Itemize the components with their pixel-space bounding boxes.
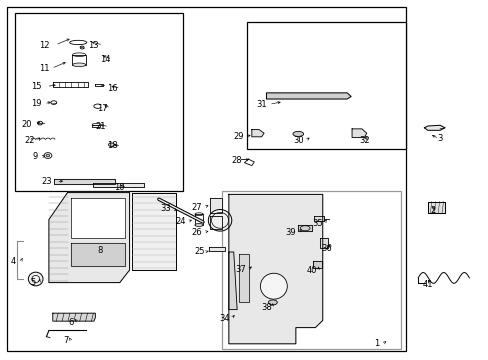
Text: 6: 6 [68, 318, 73, 327]
Text: 32: 32 [358, 136, 369, 145]
Text: 1: 1 [373, 339, 378, 348]
Polygon shape [209, 247, 224, 251]
Ellipse shape [268, 300, 277, 305]
Polygon shape [238, 254, 249, 302]
Text: 38: 38 [261, 303, 271, 312]
Text: 11: 11 [39, 64, 49, 73]
Text: 35: 35 [312, 219, 323, 228]
Text: 30: 30 [292, 136, 303, 145]
Text: 34: 34 [219, 314, 230, 323]
Text: 2: 2 [429, 206, 434, 215]
Polygon shape [210, 216, 222, 229]
Polygon shape [71, 198, 124, 238]
Text: 8: 8 [98, 246, 102, 255]
Text: 18: 18 [107, 141, 118, 150]
Polygon shape [49, 193, 129, 283]
Polygon shape [228, 194, 322, 344]
Text: 4: 4 [11, 256, 16, 265]
Polygon shape [313, 216, 323, 221]
Text: 16: 16 [107, 84, 118, 93]
Text: 33: 33 [160, 204, 170, 213]
Ellipse shape [292, 131, 303, 136]
Text: 25: 25 [194, 248, 204, 256]
Polygon shape [132, 193, 176, 270]
Text: 15: 15 [31, 82, 42, 91]
Polygon shape [427, 202, 444, 213]
Text: 26: 26 [191, 228, 202, 237]
Text: 41: 41 [422, 280, 433, 289]
Polygon shape [251, 130, 264, 137]
Polygon shape [312, 261, 321, 268]
Ellipse shape [108, 143, 114, 147]
Polygon shape [228, 252, 237, 310]
Ellipse shape [46, 154, 50, 157]
Polygon shape [53, 313, 95, 321]
Bar [246, 22, 405, 149]
Text: 40: 40 [306, 266, 317, 275]
Ellipse shape [208, 210, 231, 231]
Text: 13: 13 [87, 40, 98, 49]
Ellipse shape [194, 224, 203, 226]
Polygon shape [424, 125, 444, 130]
Ellipse shape [28, 272, 43, 286]
Text: 21: 21 [95, 122, 105, 131]
Text: 12: 12 [39, 40, 49, 49]
Bar [7, 7, 405, 351]
Ellipse shape [72, 63, 86, 67]
Text: 9: 9 [33, 152, 38, 161]
Text: 3: 3 [437, 134, 442, 143]
Text: 22: 22 [24, 136, 35, 145]
Polygon shape [266, 93, 350, 99]
Text: 29: 29 [233, 132, 244, 141]
Text: 20: 20 [21, 120, 32, 129]
Text: 39: 39 [285, 228, 296, 237]
Polygon shape [351, 129, 366, 138]
Text: 7: 7 [63, 336, 68, 345]
Polygon shape [71, 243, 124, 266]
Polygon shape [210, 198, 222, 213]
Bar [222, 191, 400, 349]
Polygon shape [93, 183, 144, 187]
Polygon shape [298, 225, 311, 231]
Text: 31: 31 [256, 100, 266, 109]
Text: 28: 28 [231, 156, 242, 165]
Bar [15, 13, 183, 191]
Text: 17: 17 [97, 104, 108, 112]
Ellipse shape [260, 273, 287, 299]
Text: 27: 27 [191, 202, 202, 211]
Polygon shape [54, 179, 115, 184]
Text: 23: 23 [41, 177, 52, 186]
Text: 37: 37 [235, 266, 245, 274]
Text: 24: 24 [175, 217, 186, 226]
Text: 14: 14 [100, 55, 110, 64]
Text: 19: 19 [31, 99, 42, 108]
Text: 5: 5 [31, 278, 36, 287]
Text: 36: 36 [321, 244, 331, 253]
Polygon shape [320, 238, 327, 248]
Text: 10: 10 [114, 183, 125, 192]
